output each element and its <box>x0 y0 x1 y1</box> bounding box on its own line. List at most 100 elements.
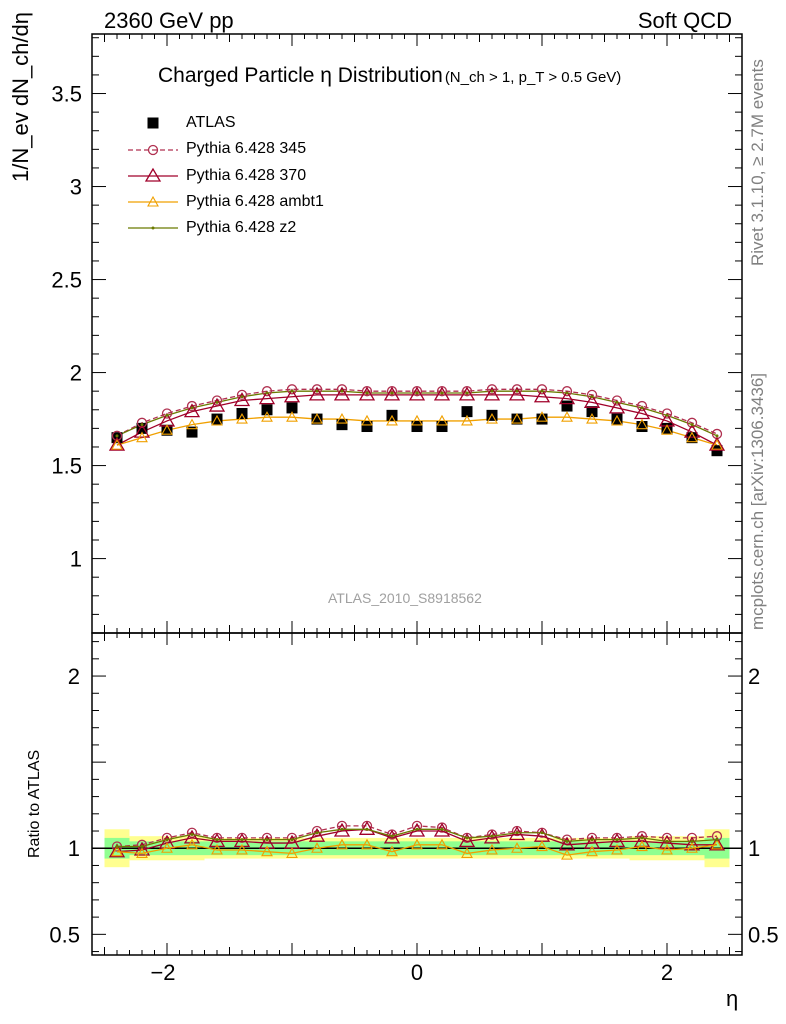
point-345 <box>261 386 273 397</box>
point-atlas <box>136 422 148 434</box>
point-370 <box>358 386 376 401</box>
point-370 <box>383 386 401 401</box>
ratio-line-345 <box>116 825 718 848</box>
legend-marker-atlas <box>147 117 159 129</box>
y-tick-label: 3.5 <box>51 82 82 107</box>
point-370 <box>583 394 601 408</box>
point-ambt1 <box>411 414 423 426</box>
point-atlas <box>186 426 198 438</box>
header-left: 2360 GeV pp <box>104 8 234 33</box>
point-z2 <box>240 395 244 399</box>
point-atlas <box>636 421 648 433</box>
point-z2 <box>365 391 369 395</box>
point-z2 <box>215 400 219 404</box>
ratio-point-z2 <box>440 827 444 831</box>
ratio-point-z2 <box>340 827 344 831</box>
point-370 <box>233 392 251 407</box>
chart-title-main: Charged Particle η Distribution <box>158 64 443 87</box>
point-atlas <box>261 404 273 416</box>
point-atlas <box>436 421 448 433</box>
point-ambt1 <box>161 424 173 435</box>
point-ambt1 <box>511 412 523 424</box>
point-345 <box>586 389 598 401</box>
ratio-point-z2 <box>265 838 269 842</box>
point-ambt1 <box>136 431 148 443</box>
point-ambt1 <box>436 414 448 426</box>
point-370 <box>208 397 226 412</box>
ratio-point-370 <box>108 843 126 858</box>
legend-marker-z2 <box>151 226 155 230</box>
point-atlas <box>161 424 173 436</box>
x-axis-title: η <box>726 986 739 1011</box>
point-370 <box>308 386 326 401</box>
ratio-point-z2 <box>490 834 494 838</box>
ratio-point-370 <box>683 836 701 851</box>
point-345 <box>311 384 323 395</box>
point-z2 <box>340 389 344 393</box>
ratio-point-ambt1 <box>661 843 673 855</box>
ratio-point-ambt1 <box>486 843 498 855</box>
ratio-point-370 <box>183 829 201 844</box>
ratio-point-ambt1 <box>436 838 448 850</box>
ratio-point-z2 <box>590 838 594 842</box>
y-tick-label: 2 <box>70 361 82 386</box>
point-z2 <box>290 389 294 393</box>
point-atlas <box>536 413 548 425</box>
point-370 <box>608 399 626 414</box>
point-atlas <box>611 413 623 425</box>
ratio-point-370 <box>258 834 276 849</box>
legend-label-z2: Pythia 6.428 z2 <box>186 219 297 236</box>
point-370 <box>683 423 701 438</box>
point-370 <box>108 436 126 451</box>
ratio-y-tick-label: 0.5 <box>49 922 80 947</box>
point-z2 <box>465 391 469 395</box>
point-345 <box>486 384 498 395</box>
point-370 <box>258 390 276 405</box>
point-370 <box>508 386 526 401</box>
point-345 <box>686 417 698 428</box>
point-atlas <box>311 413 323 425</box>
point-atlas <box>561 400 573 412</box>
point-z2 <box>590 395 594 399</box>
point-370 <box>333 386 351 401</box>
point-atlas <box>586 406 598 418</box>
point-z2 <box>440 391 444 395</box>
point-ambt1 <box>311 412 323 424</box>
ratio-point-z2 <box>390 834 394 838</box>
ratio-point-370 <box>208 833 226 848</box>
point-atlas <box>486 409 498 421</box>
point-ambt1 <box>611 414 623 426</box>
ratio-point-ambt1 <box>286 847 298 858</box>
x-tick-label: 2 <box>661 960 673 985</box>
ratio-point-z2 <box>665 839 669 843</box>
ratio-point-370 <box>233 833 251 848</box>
point-z2 <box>190 406 194 410</box>
ratio-point-345 <box>311 825 323 837</box>
ratio-point-ambt1 <box>461 847 473 858</box>
point-z2 <box>640 406 644 410</box>
ratio-point-345 <box>586 832 598 844</box>
ratio-point-ambt1 <box>336 838 348 850</box>
ratio-point-z2 <box>315 831 319 835</box>
point-atlas <box>411 421 423 433</box>
ratio-point-ambt1 <box>236 843 248 855</box>
point-z2 <box>690 423 694 427</box>
ratio-point-ambt1 <box>411 838 423 850</box>
point-345 <box>336 384 348 395</box>
point-345 <box>236 389 248 401</box>
ratio-point-370 <box>583 834 601 849</box>
ratio-point-370 <box>708 836 726 851</box>
point-345 <box>286 384 298 395</box>
y-tick-label: 1 <box>70 547 82 572</box>
point-ambt1 <box>461 414 473 426</box>
point-z2 <box>615 400 619 404</box>
ratio-axis-title: Ratio to ATLAS <box>26 749 43 858</box>
point-370 <box>558 390 576 405</box>
point-z2 <box>715 434 719 438</box>
ratio-point-ambt1 <box>561 848 573 860</box>
x-tick-label: 0 <box>411 960 423 985</box>
ratio-frame <box>91 632 743 956</box>
point-z2 <box>115 434 119 438</box>
ratio-point-ambt1 <box>611 843 623 855</box>
